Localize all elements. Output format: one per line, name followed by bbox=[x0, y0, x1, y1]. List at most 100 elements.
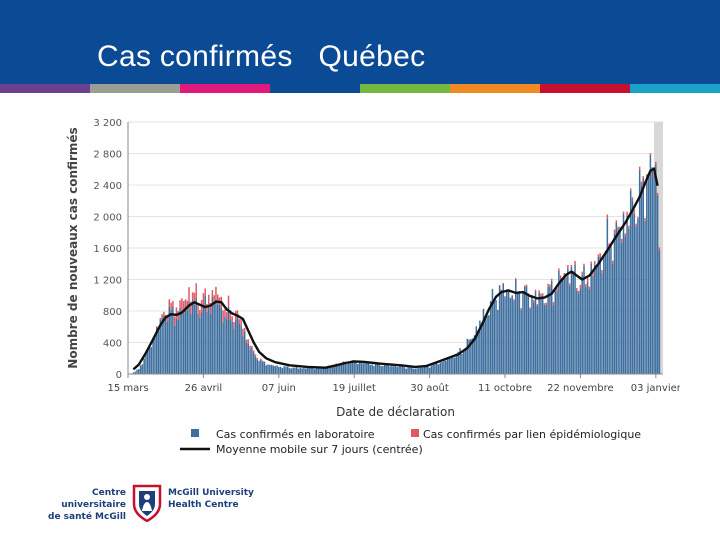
y-axis-label: Nombre de nouveaux cas confirmés bbox=[66, 127, 80, 368]
bar-epidemiological bbox=[601, 269, 603, 274]
bar-laboratory bbox=[599, 257, 601, 374]
bar-epidemiological bbox=[513, 299, 515, 301]
bar-laboratory bbox=[586, 281, 589, 374]
bar-laboratory bbox=[308, 367, 311, 374]
bar-laboratory bbox=[145, 352, 147, 374]
bar-laboratory bbox=[513, 300, 515, 374]
bar-laboratory bbox=[635, 226, 637, 374]
bar-epidemiological bbox=[243, 328, 246, 333]
bar-laboratory bbox=[188, 301, 190, 374]
bar-epidemiological bbox=[188, 287, 190, 302]
bar-laboratory bbox=[177, 319, 180, 374]
bar-laboratory bbox=[270, 364, 273, 374]
bar-laboratory bbox=[294, 367, 296, 374]
bar-epidemiological bbox=[585, 284, 587, 288]
logo-text-french: Centre universitaire de santé McGill bbox=[48, 488, 126, 522]
bar-laboratory bbox=[199, 318, 201, 374]
bar-epidemiological bbox=[597, 254, 600, 257]
bar-laboratory bbox=[594, 264, 596, 374]
page-title: Cas confirmés Québec bbox=[97, 40, 426, 73]
bar-laboratory bbox=[310, 367, 312, 374]
bar-epidemiological bbox=[204, 288, 206, 297]
bar-laboratory bbox=[139, 365, 142, 374]
bar-epidemiological bbox=[540, 293, 542, 297]
bar-laboratory bbox=[466, 338, 469, 374]
bar-laboratory bbox=[536, 305, 539, 374]
bar-laboratory bbox=[175, 319, 178, 374]
bar-epidemiological bbox=[242, 328, 244, 336]
bar-epidemiological bbox=[642, 176, 645, 179]
bar-laboratory bbox=[376, 363, 379, 374]
bar-epidemiological bbox=[620, 239, 623, 243]
bar-laboratory bbox=[373, 365, 375, 374]
bar-laboratory bbox=[631, 200, 634, 374]
bar-laboratory bbox=[330, 366, 332, 374]
bar-laboratory bbox=[367, 362, 370, 374]
y-tick-label: 3 200 bbox=[93, 118, 122, 129]
bar-laboratory bbox=[288, 368, 291, 374]
bar-laboratory bbox=[428, 367, 431, 374]
logo-text-english: McGill University Health Centre bbox=[168, 488, 254, 510]
legend-swatch-epidemiological bbox=[411, 429, 419, 437]
bar-epidemiological bbox=[215, 286, 217, 300]
bar-epidemiological bbox=[594, 260, 596, 265]
bar-laboratory bbox=[545, 305, 548, 374]
legend-label-laboratory: Cas confirmés en laboratoire bbox=[216, 428, 375, 441]
bar-epidemiological bbox=[640, 181, 643, 186]
bar-laboratory bbox=[626, 215, 628, 374]
bar-laboratory bbox=[439, 362, 442, 374]
bar-laboratory bbox=[613, 233, 616, 374]
bar-laboratory bbox=[303, 367, 305, 374]
bar-epidemiological bbox=[556, 288, 558, 291]
bar-epidemiological bbox=[656, 192, 659, 196]
bar-laboratory bbox=[640, 185, 643, 374]
bar-laboratory bbox=[516, 292, 519, 374]
bar-epidemiological bbox=[229, 309, 232, 320]
bar-laboratory bbox=[543, 304, 546, 374]
bar-laboratory bbox=[529, 308, 531, 374]
bar-laboratory bbox=[642, 178, 645, 374]
bar-epidemiological bbox=[534, 289, 537, 293]
bar-laboratory bbox=[348, 363, 350, 374]
bar-epidemiological bbox=[552, 302, 555, 306]
bar-laboratory bbox=[313, 369, 316, 374]
bar-epidemiological bbox=[649, 153, 652, 156]
bar-epidemiological bbox=[193, 292, 196, 305]
bar-laboratory bbox=[335, 363, 338, 374]
bar-epidemiological bbox=[227, 295, 230, 307]
bar-laboratory bbox=[326, 366, 329, 374]
bar-laboratory bbox=[297, 368, 300, 374]
bar-laboratory bbox=[360, 363, 363, 374]
bar-epidemiological bbox=[574, 261, 576, 265]
bar-laboratory bbox=[263, 361, 266, 374]
bar-epidemiological bbox=[256, 358, 259, 360]
bar-laboratory bbox=[561, 280, 564, 374]
bar-epidemiological bbox=[184, 299, 187, 308]
bar-laboratory bbox=[306, 367, 309, 374]
bar-epidemiological bbox=[608, 243, 610, 247]
bar-epidemiological bbox=[549, 284, 551, 287]
bar-epidemiological bbox=[590, 261, 592, 264]
bar-laboratory bbox=[585, 287, 587, 374]
bar-laboratory bbox=[231, 321, 233, 374]
bar-laboratory bbox=[637, 219, 639, 374]
bar-laboratory bbox=[278, 366, 280, 374]
bar-laboratory bbox=[497, 310, 499, 374]
bar-laboratory bbox=[549, 286, 551, 374]
bar-laboratory bbox=[172, 306, 174, 374]
x-axis-label: Date de déclaration bbox=[336, 405, 455, 419]
bar-laboratory bbox=[597, 256, 600, 374]
bar-laboratory bbox=[186, 310, 188, 374]
bar-epidemiological bbox=[568, 283, 571, 286]
bar-laboratory bbox=[649, 155, 652, 374]
color-stripe-2 bbox=[90, 84, 180, 93]
bar-epidemiological bbox=[238, 319, 241, 324]
bar-epidemiological bbox=[191, 292, 194, 301]
bar-laboratory bbox=[238, 323, 241, 374]
color-stripe-1 bbox=[0, 84, 90, 93]
color-stripe-bar bbox=[0, 84, 720, 93]
bar-laboratory bbox=[225, 319, 228, 374]
bar-epidemiological bbox=[186, 300, 188, 311]
x-tick-label: 22 novembre bbox=[547, 383, 614, 394]
bar-laboratory bbox=[362, 363, 364, 374]
